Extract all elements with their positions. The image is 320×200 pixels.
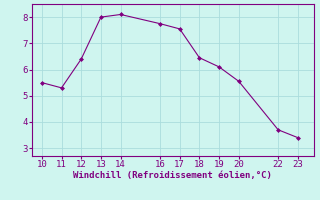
X-axis label: Windchill (Refroidissement éolien,°C): Windchill (Refroidissement éolien,°C) (73, 171, 272, 180)
